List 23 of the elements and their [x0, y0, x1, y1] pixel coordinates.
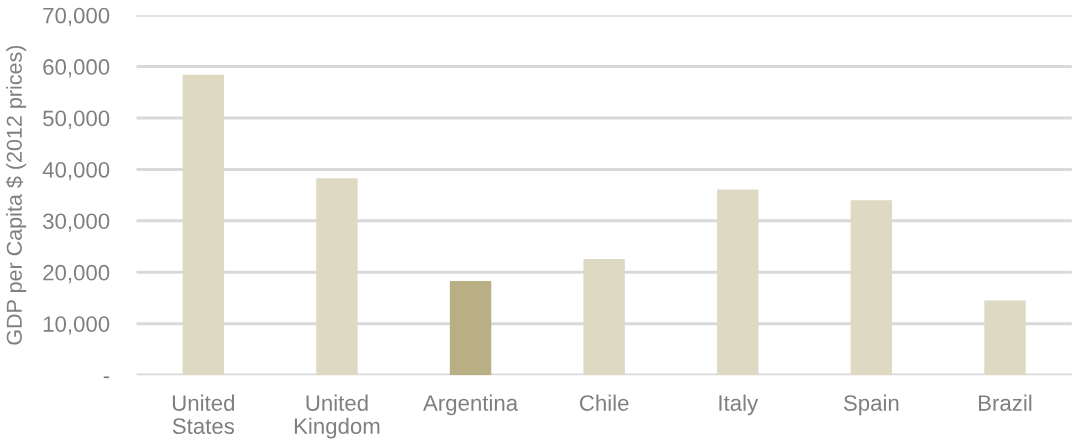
y-tick-label: 20,000 [43, 264, 110, 284]
bar [449, 281, 492, 376]
x-tick-label: Italy [719, 394, 759, 416]
y-tick-label: 40,000 [42, 161, 110, 181]
x-tick-label: Spain [843, 394, 899, 416]
y-tick-label: - [103, 376, 110, 379]
bar [583, 258, 625, 376]
bar [850, 200, 893, 376]
x-tick-label: United States [172, 394, 235, 435]
x-tick-label: United Kingdom [294, 394, 380, 439]
y-tick-label: 50,000 [43, 110, 110, 129]
x-tick-label: Chile [579, 394, 629, 411]
bar [316, 178, 358, 376]
y-tick-label: 70,000 [43, 7, 110, 27]
y-axis-title: GDP per Capita $ (2012 prices) [5, 45, 27, 345]
y-tick-label: 30,000 [43, 213, 110, 232]
bar [182, 74, 225, 376]
y-tick-label: 60,000 [43, 59, 110, 78]
x-tick-label: Argentina [423, 394, 519, 416]
y-tick-label: 10,000 [43, 316, 110, 335]
bar [984, 300, 1026, 376]
bar [717, 189, 759, 376]
x-tick-label: Brazil [979, 394, 1032, 411]
